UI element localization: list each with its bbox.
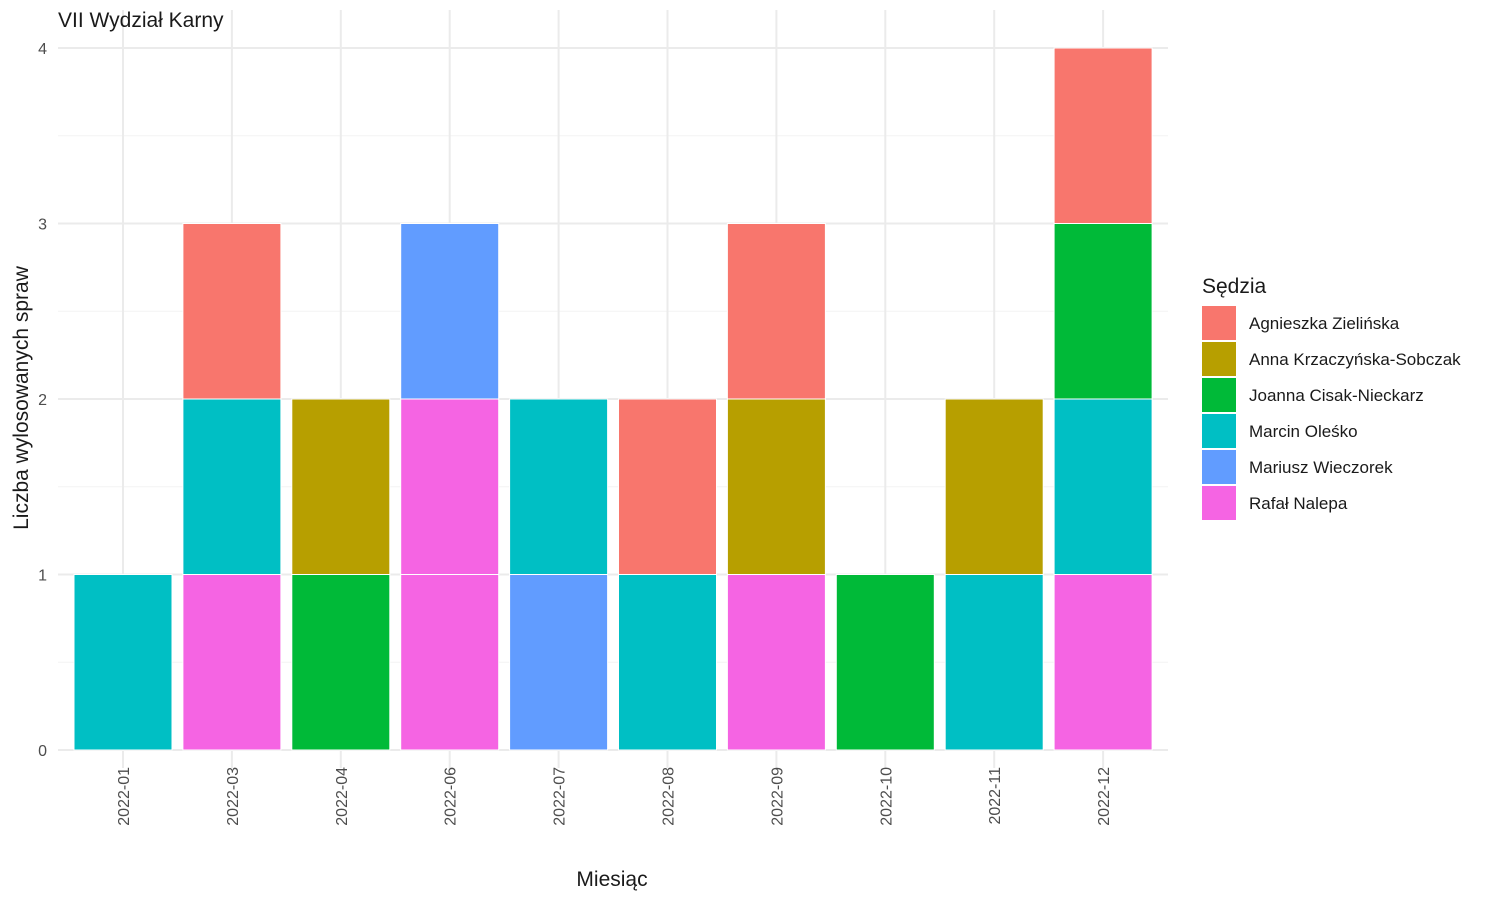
bar-segment [726,574,826,751]
bar-segment [509,398,609,575]
bar-segment [400,398,500,575]
bar-segment [726,223,826,400]
x-tick-label: 2022-07 [552,767,569,826]
x-axis-ticks: 2022-01 2022-03 2022-04 2022-06 2022-07 2022-… [116,767,1113,826]
bar-segment [618,398,717,575]
x-tick-label: 2022-03 [225,767,242,826]
bar-segment [291,398,391,575]
y-tick-label: 3 [38,217,47,234]
x-tick-label: 2022-10 [878,767,895,826]
legend-swatch [1202,378,1236,412]
x-tick-label: 2022-01 [116,767,133,826]
x-tick-label: 2022-12 [1096,767,1113,826]
bar-segment [509,574,609,751]
bar-segment [944,398,1044,575]
bar-segment [182,574,282,751]
bar-segment [400,574,500,751]
bar-segment [944,574,1044,751]
bar-segment [182,398,282,575]
legend-label: Joanna Cisak-Nieckarz [1249,386,1424,405]
bar-segment [291,574,391,751]
chart-title: VII Wydział Karny [58,9,224,32]
x-tick-label: 2022-06 [443,767,460,826]
legend-label: Mariusz Wieczorek [1249,458,1393,477]
legend-label: Rafał Nalepa [1249,494,1348,513]
bar-segment [726,398,826,575]
legend-label: Anna Krzaczyńska-Sobczak [1249,350,1461,369]
bar-segment [1053,398,1153,575]
legend-swatch [1202,342,1236,376]
legend-swatch [1202,486,1236,520]
legend-label: Marcin Oleśko [1249,422,1358,441]
x-tick-label: 2022-09 [769,767,786,826]
bars [73,47,1153,751]
x-tick-label: 2022-04 [334,767,351,826]
bar-segment [1053,574,1153,751]
bar-segment [182,223,282,400]
bar-segment [1053,47,1153,224]
legend-title: Sędzia [1202,275,1267,298]
bar-segment [1053,223,1153,400]
y-tick-label: 1 [38,568,47,585]
y-axis-ticks: 0 1 2 3 4 [38,41,47,760]
x-axis-title: Miesiąc [576,868,647,891]
x-tick-label: 2022-11 [987,767,1004,825]
y-axis-title: Liczba wylosowanych spraw [10,265,33,530]
legend-items: Agnieszka Zielińska Anna Krzaczyńska-Sobc… [1202,306,1461,520]
bar-segment [400,223,500,400]
y-tick-label: 2 [38,392,47,409]
legend: Sędzia Agnieszka Zielińska Anna Krzaczyńs… [1202,275,1461,520]
y-tick-label: 4 [38,41,47,58]
legend-swatch [1202,450,1236,484]
legend-swatch [1202,306,1236,340]
bar-segment [835,574,935,751]
x-tick-label: 2022-08 [661,767,678,826]
bar-segment [618,574,717,751]
bar-segment [73,574,173,751]
y-tick-label: 0 [38,743,47,760]
legend-swatch [1202,414,1236,448]
legend-label: Agnieszka Zielińska [1249,314,1400,333]
